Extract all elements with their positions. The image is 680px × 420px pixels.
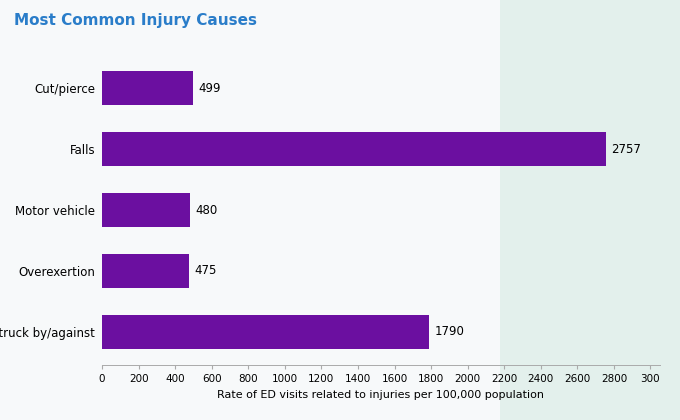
Bar: [102, 193, 190, 227]
Text: Most Common Injury Causes: Most Common Injury Causes: [14, 13, 256, 28]
Bar: [102, 254, 189, 288]
Text: 475: 475: [194, 265, 217, 278]
Bar: [102, 71, 193, 105]
X-axis label: Rate of ED visits related to injuries per 100,000 population: Rate of ED visits related to injuries pe…: [218, 390, 544, 400]
Text: 2757: 2757: [611, 142, 641, 155]
Text: 499: 499: [199, 81, 221, 94]
Bar: [102, 132, 606, 166]
Text: 480: 480: [195, 204, 218, 216]
Bar: [102, 315, 429, 349]
Text: 1790: 1790: [435, 326, 464, 339]
